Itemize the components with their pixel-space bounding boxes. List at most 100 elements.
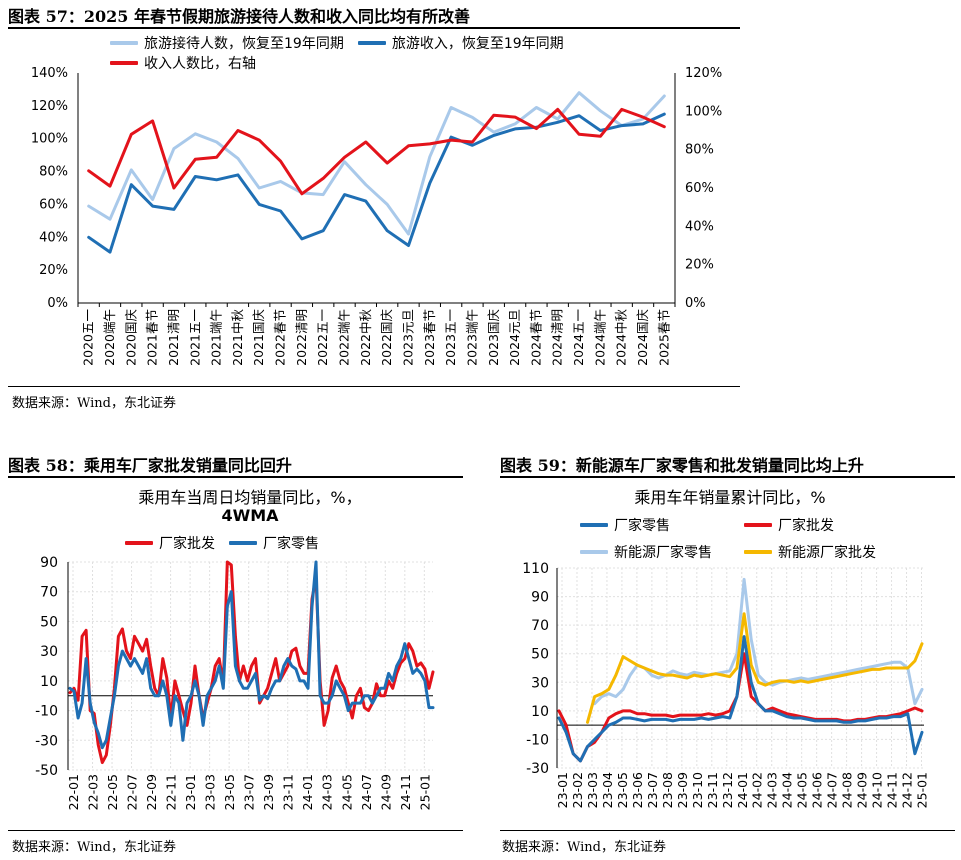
fig57-y-left-tick: 0% (47, 296, 68, 311)
fig59-x-tick-label: 24-03 (765, 772, 780, 808)
fig58-y-tick: -30 (35, 733, 58, 749)
fig57-x-tick-label: 2025春节 (656, 309, 671, 366)
fig57-y-right-tick: 60% (685, 181, 714, 196)
fig59-legend-item-wholesale: 厂家批发 (744, 515, 834, 535)
fig58-legend-label: 厂家批发 (159, 536, 215, 552)
fig59-x-tick-label: 23-06 (630, 772, 645, 808)
fig58-legend-item-retail: 厂家零售 (229, 533, 319, 553)
fig57-x-tick-label: 2023春节 (422, 309, 437, 366)
fig57-y-left-tick: 120% (31, 99, 68, 114)
fig57-y-right-tick: 120% (685, 66, 722, 81)
fig57-x-tick-label: 2022国庆 (379, 309, 394, 366)
fig58-x-tick-label: 22-07 (125, 774, 140, 810)
fig59-x-tick-label: 23-03 (585, 772, 600, 808)
fig58-x-tick-label: 22-09 (144, 774, 159, 810)
fig59-y-tick: 90 (531, 590, 549, 606)
fig57-series-line-2 (87, 107, 666, 196)
fig59-x-tick-label: 23-10 (690, 772, 705, 808)
fig57-x-tick-label: 2022清明 (294, 309, 309, 366)
fig57-y-left-tick: 140% (31, 66, 68, 81)
fig57-x-tick-label: 2022端午 (337, 309, 352, 366)
fig57-y-left-tick: 100% (31, 132, 68, 147)
fig57-y-right-tick: 20% (685, 258, 714, 273)
fig59-y-tick: 50 (531, 647, 549, 663)
fig58-y-tick: 90 (40, 555, 58, 571)
fig59-legend-swatch (744, 523, 772, 527)
fig59-legend-item-nev-retail: 新能源厂家零售 (580, 542, 730, 562)
fig59-x-tick-label: 23-05 (615, 772, 630, 808)
fig57-chart: 0% 20% 40% 60% 80% 100% 120% 140% 0% 20% 40% 60% 80%… (31, 66, 722, 366)
fig57-x-tick-label: 2024中秋 (614, 309, 629, 366)
fig59-y-tick: 110 (522, 561, 549, 577)
fig57-title: 图表 57：2025 年春节假期旅游接待人数和收入同比均有所改善 (8, 7, 470, 26)
fig59-y-tick: 70 (531, 618, 549, 634)
fig59-legend-swatch (744, 550, 772, 554)
fig57-legend: 旅游接待人数，恢复至19年同期 旅游收入，恢复至19年同期 (110, 33, 578, 53)
fig58-x-tick-label: 24-09 (378, 774, 393, 810)
fig58-title: 图表 58：乘用车厂家批发销量同比回升 (8, 456, 292, 475)
fig58-chart-subtitle: 4WMA (221, 506, 279, 525)
fig57-x-tick-label: 2023端午 (464, 309, 479, 366)
fig59-x-tick-label: 24-02 (750, 772, 765, 808)
fig59-x-tick-label: 23-09 (675, 772, 690, 808)
fig59-y-tick: -10 (526, 732, 549, 748)
fig57-y-right-tick: 0% (685, 296, 706, 311)
fig57-legend-swatch (110, 61, 138, 65)
fig57-legend-swatch (110, 41, 138, 45)
fig59-x-tick-label: 23-04 (600, 772, 615, 808)
fig57-y-left-tick: 60% (39, 197, 68, 212)
fig58-y-tick: 70 (40, 585, 58, 601)
fig57-x-tick-label: 2020国庆 (123, 309, 138, 366)
fig58-series-line-1 (68, 560, 435, 750)
fig57-x-tick-label: 2024国庆 (635, 309, 650, 366)
fig57-x-tick-label: 2020五一 (81, 309, 96, 366)
fig59-x-tick-label: 24-04 (780, 772, 795, 808)
fig57-legend-label: 旅游接待人数，恢复至19年同期 (144, 36, 344, 52)
fig57-series-line-1 (87, 112, 666, 254)
fig59-x-tick-label: 23-12 (720, 772, 735, 808)
fig58-x-tick-label: 22-03 (86, 774, 101, 810)
fig59-x-tick-label: 24-11 (885, 772, 900, 808)
fig58-legend-item-wholesale: 厂家批发 (125, 533, 215, 553)
fig59-legend-label: 新能源厂家零售 (614, 545, 712, 561)
fig58-y-tick: -10 (35, 704, 58, 720)
fig57-legend-label: 收入人数比，右轴 (144, 56, 256, 72)
fig59-legend: 厂家零售 厂家批发 (580, 515, 848, 535)
fig57-x-tick-label: 2020端午 (102, 309, 117, 366)
fig57-top-rule (8, 27, 740, 29)
fig58-x-tick-label: 24-11 (398, 774, 413, 810)
fig58-x-tick-label: 22-01 (66, 774, 81, 810)
fig58-y-tick: 10 (40, 674, 58, 690)
fig59-legend-item-nev-wholesale: 新能源厂家批发 (744, 542, 876, 562)
fig59-legend-label: 厂家零售 (614, 518, 670, 534)
fig59-series-line-0 (557, 635, 924, 763)
fig59-x-tick-label: 24-05 (795, 772, 810, 808)
fig57-x-tick-label: 2024春节 (528, 309, 543, 366)
fig57-x-tick-label: 2021五一 (187, 309, 202, 366)
fig58-x-tick-label: 24-07 (359, 774, 374, 810)
fig59-legend-swatch (580, 523, 608, 527)
fig58-bottom-rule (8, 830, 463, 831)
fig57-y-right-tick: 100% (685, 104, 722, 119)
fig57-source: 数据来源：Wind，东北证券 (12, 396, 176, 411)
fig58-legend: 厂家批发 厂家零售 (125, 533, 333, 553)
fig59-legend-label: 厂家批发 (778, 518, 834, 534)
fig58-x-tick-label: 24-01 (300, 774, 315, 810)
fig58-top-rule (8, 476, 463, 478)
fig58-y-tick: 30 (40, 644, 58, 660)
fig57-x-tick-label: 2022春节 (273, 309, 288, 366)
fig57-y-left-tick: 40% (39, 230, 68, 245)
fig59-legend-swatch (580, 550, 608, 554)
fig57-x-tick-label: 2022五一 (315, 309, 330, 366)
fig58-chart: 22-01 22-03 22-05 22-07 22-09 22-11 23-01 23-03… (35, 555, 435, 810)
fig59-bottom-rule (500, 830, 955, 831)
fig59-x-tick-label: 23-02 (570, 772, 585, 808)
fig57-legend-item-revenue: 旅游收入，恢复至19年同期 (357, 33, 564, 53)
fig57-x-tick-label: 2022中秋 (358, 309, 373, 366)
fig59-legend-row2: 新能源厂家零售 新能源厂家批发 (580, 542, 890, 562)
fig58-legend-swatch (125, 541, 153, 545)
fig59-series-line-3 (586, 612, 924, 724)
fig58-chart-title: 乘用车当周日均销量同比，%， (138, 488, 362, 507)
fig57-legend-swatch (357, 41, 386, 45)
fig58-y-tick: -50 (35, 763, 58, 779)
